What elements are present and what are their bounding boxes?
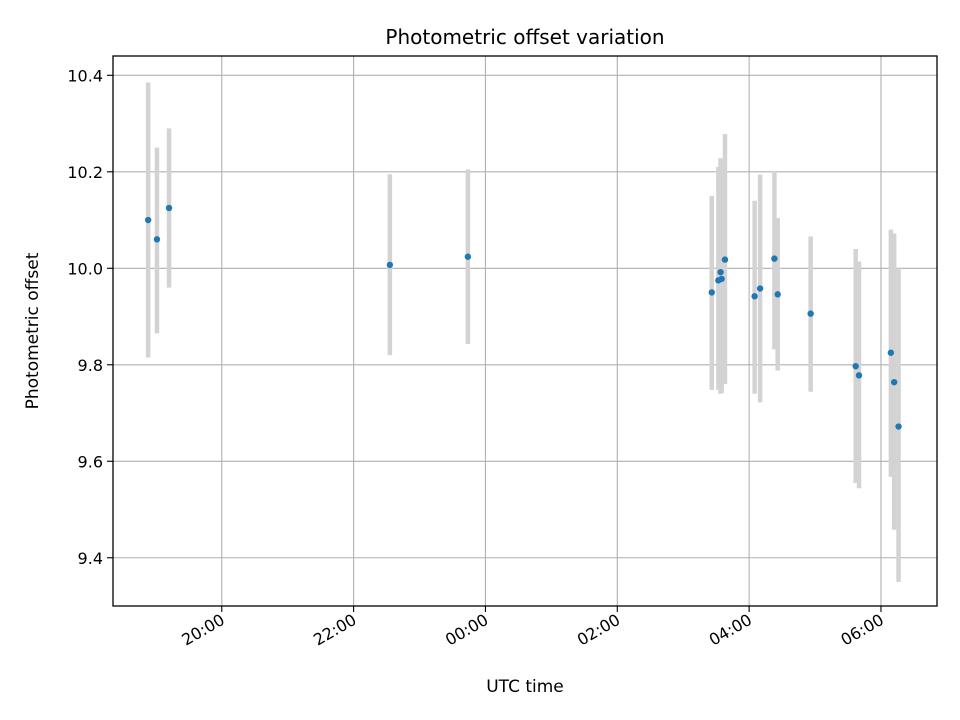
x-axis-label: UTC time bbox=[486, 677, 564, 697]
data-points bbox=[144, 204, 902, 430]
x-tick-label: 20:00 bbox=[178, 610, 227, 650]
data-point bbox=[887, 349, 895, 356]
x-tick-label: 22:00 bbox=[310, 610, 359, 650]
data-point bbox=[717, 268, 724, 276]
data-point bbox=[144, 216, 152, 224]
data-point bbox=[464, 253, 472, 260]
x-ticks: 20:00 22:00 00:00 02:00 04:00 06:00 bbox=[178, 606, 887, 650]
x-tick-label: 00:00 bbox=[442, 610, 491, 650]
plot-frame bbox=[112, 55, 938, 607]
data-point bbox=[895, 423, 902, 430]
errorbars bbox=[145, 82, 901, 582]
data-point bbox=[751, 293, 758, 300]
y-tick-label: 9.8 bbox=[78, 356, 103, 375]
y-tick-label: 10.2 bbox=[67, 163, 103, 182]
data-point bbox=[165, 204, 173, 212]
x-tick-label: 06:00 bbox=[838, 610, 887, 650]
data-point bbox=[771, 255, 778, 262]
y-tick-label: 10.0 bbox=[67, 259, 103, 278]
y-tick-label: 10.4 bbox=[67, 66, 103, 85]
data-point bbox=[855, 372, 863, 379]
data-point bbox=[153, 236, 161, 243]
x-tick-label: 04:00 bbox=[706, 610, 755, 650]
y-tick-label: 9.4 bbox=[78, 549, 103, 568]
y-axis-label: Photometric offset bbox=[23, 252, 43, 409]
data-point bbox=[852, 363, 859, 370]
x-tick-label: 02:00 bbox=[574, 610, 623, 650]
data-point bbox=[756, 285, 764, 292]
data-point bbox=[386, 261, 394, 269]
y-ticks: 9.4 9.6 9.8 10.0 10.2 10.4 bbox=[67, 66, 113, 568]
y-tick-label: 9.6 bbox=[78, 452, 103, 471]
grid bbox=[113, 56, 937, 606]
chart-title: Photometric offset variation bbox=[385, 25, 664, 49]
data-point bbox=[708, 289, 715, 296]
data-point bbox=[890, 378, 898, 386]
data-point bbox=[721, 256, 729, 263]
data-point bbox=[718, 275, 725, 283]
data-point bbox=[807, 310, 814, 317]
data-point bbox=[774, 291, 781, 298]
